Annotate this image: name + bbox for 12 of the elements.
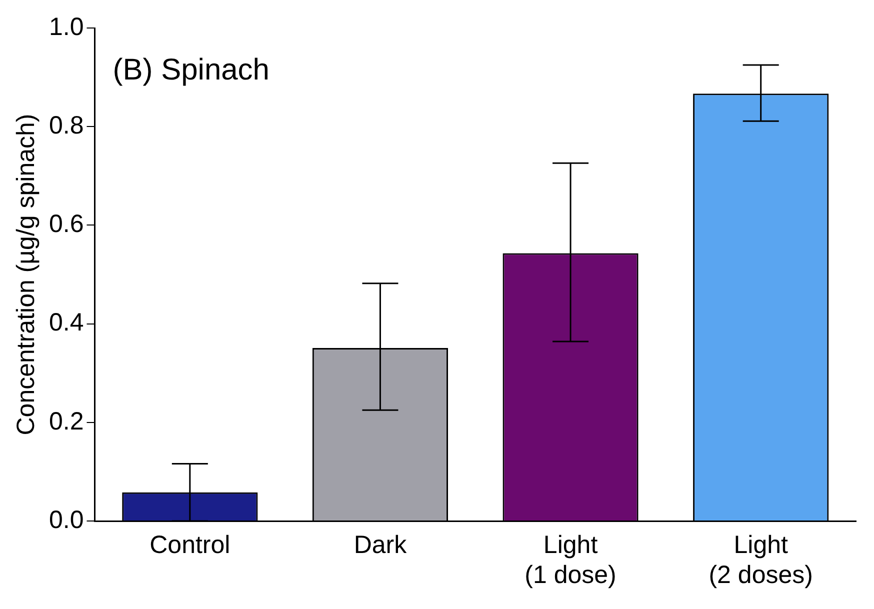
x-tick-label: Light (2 doses) <box>708 530 813 589</box>
y-tick-label: 0.4 <box>48 308 84 337</box>
x-tick-label: Light (1 dose) <box>524 530 616 589</box>
x-tick-label: Dark <box>354 530 408 559</box>
x-tick-label: Control <box>150 530 230 559</box>
y-tick-label: 1.0 <box>48 12 84 41</box>
text: (B) Spinach <box>112 53 270 86</box>
y-tick-label: 0.8 <box>48 111 84 140</box>
y-tick-label: 0.2 <box>48 407 84 436</box>
y-axis-title: Concentration (µg/g spinach) <box>12 114 40 436</box>
y-tick-label: 0.0 <box>48 506 84 534</box>
y-tick-label: 0.6 <box>48 210 84 238</box>
